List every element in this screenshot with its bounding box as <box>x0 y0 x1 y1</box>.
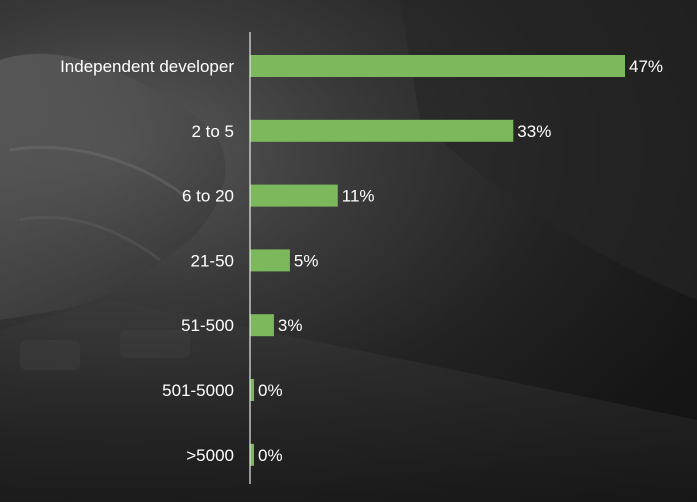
bar <box>250 184 338 207</box>
bars-group: Independent developer 47% 2 to 5 33% 6 to 20… <box>60 55 663 466</box>
category-label: Independent developer <box>60 57 234 76</box>
bar <box>250 314 274 337</box>
category-label: 501-5000 <box>162 381 234 400</box>
bar <box>250 379 254 401</box>
value-label: 47% <box>629 57 663 76</box>
category-label: 6 to 20 <box>182 187 234 206</box>
value-label: 11% <box>342 187 375 206</box>
category-label: 2 to 5 <box>191 122 234 141</box>
value-label: 3% <box>278 316 303 335</box>
bar <box>250 443 254 466</box>
category-label: 51-500 <box>181 316 234 335</box>
bar <box>250 55 625 77</box>
category-label: >5000 <box>186 446 234 465</box>
bar <box>250 249 290 272</box>
bar <box>250 119 514 142</box>
value-label: 0% <box>258 446 283 465</box>
value-label: 0% <box>258 381 283 400</box>
category-label: 21-50 <box>191 251 234 270</box>
value-label: 5% <box>294 251 319 270</box>
value-label: 33% <box>517 122 551 141</box>
